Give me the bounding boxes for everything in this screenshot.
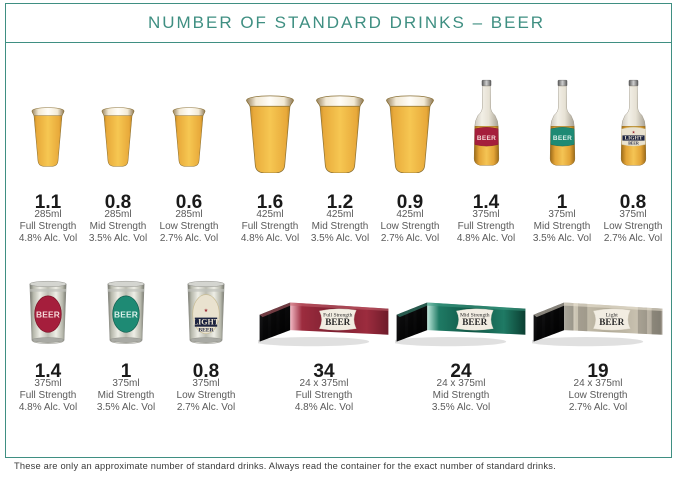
svg-text:BEER: BEER xyxy=(325,317,350,327)
svg-text:BEER: BEER xyxy=(114,310,138,320)
svg-text:★: ★ xyxy=(631,129,635,134)
svg-text:BEER: BEER xyxy=(599,317,624,327)
svg-text:BEER: BEER xyxy=(552,135,571,142)
svg-text:BEER: BEER xyxy=(462,317,487,327)
svg-text:BEER: BEER xyxy=(476,135,495,142)
svg-text:LIGHT: LIGHT xyxy=(193,318,220,327)
svg-text:BEER: BEER xyxy=(198,328,214,334)
svg-text:★: ★ xyxy=(204,308,209,314)
svg-text:BEER: BEER xyxy=(36,310,60,320)
svg-text:LIGHT: LIGHT xyxy=(624,136,642,142)
svg-text:BEER: BEER xyxy=(628,142,639,146)
